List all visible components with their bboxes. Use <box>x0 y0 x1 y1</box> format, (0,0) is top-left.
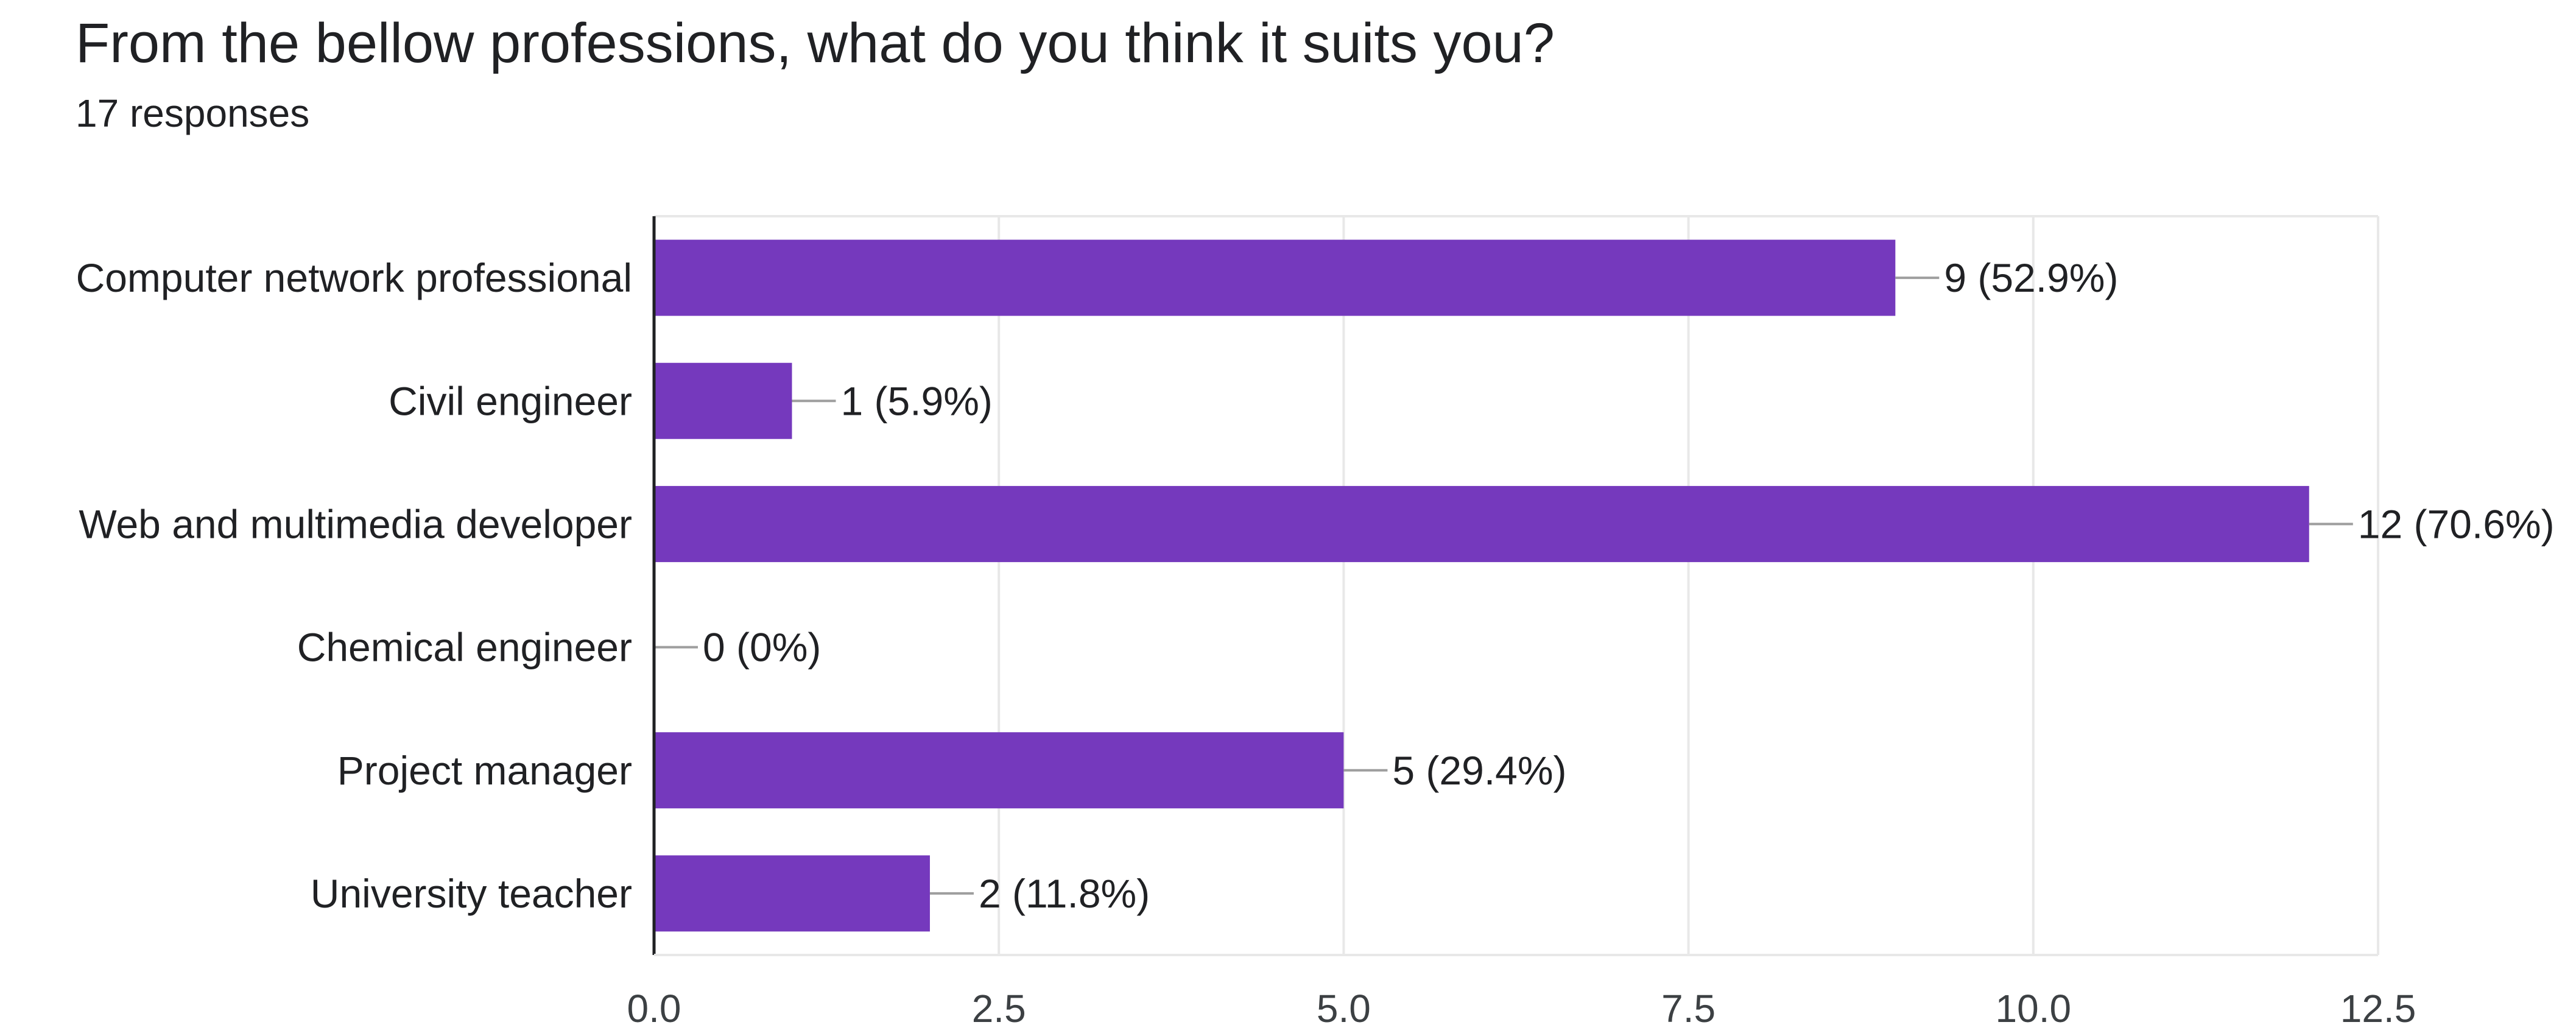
data-label: 0 (0%) <box>703 625 821 670</box>
bar <box>654 855 930 932</box>
bars <box>654 239 2353 932</box>
gridlines <box>654 215 2379 955</box>
x-tick-label: 2.5 <box>972 987 1026 1031</box>
category-label: Project manager <box>337 748 632 793</box>
data-label: 1 (5.9%) <box>840 378 992 423</box>
data-label: 12 (70.6%) <box>2358 501 2555 546</box>
category-label: Web and multimedia developer <box>79 501 632 546</box>
data-label: 2 (11.8%) <box>979 871 1150 916</box>
category-label: Computer network professional <box>76 255 632 300</box>
response-count: 17 responses <box>76 91 310 135</box>
data-label: 9 (52.9%) <box>1944 255 2118 300</box>
axes <box>652 216 2378 956</box>
bar <box>654 732 1344 809</box>
category-label: University teacher <box>311 871 632 916</box>
bar <box>654 485 2309 562</box>
page-title: From the bellow professions, what do you… <box>76 12 1555 74</box>
x-tick-label: 12.5 <box>2340 987 2416 1031</box>
bar <box>654 362 792 439</box>
data-label: 5 (29.4%) <box>1392 748 1566 793</box>
bar <box>654 239 1896 316</box>
x-tick-label: 0.0 <box>627 987 681 1031</box>
x-tick-label: 5.0 <box>1317 987 1371 1031</box>
labels: 0.0 2.5 5.0 7.5 10.0 12.5 9 (52.9%) Computer ne… <box>76 255 2555 1031</box>
category-label: Civil engineer <box>389 378 632 423</box>
x-tick-label: 10.0 <box>1996 987 2072 1031</box>
x-tick-label: 7.5 <box>1661 987 1716 1031</box>
category-label: Chemical engineer <box>297 625 632 670</box>
